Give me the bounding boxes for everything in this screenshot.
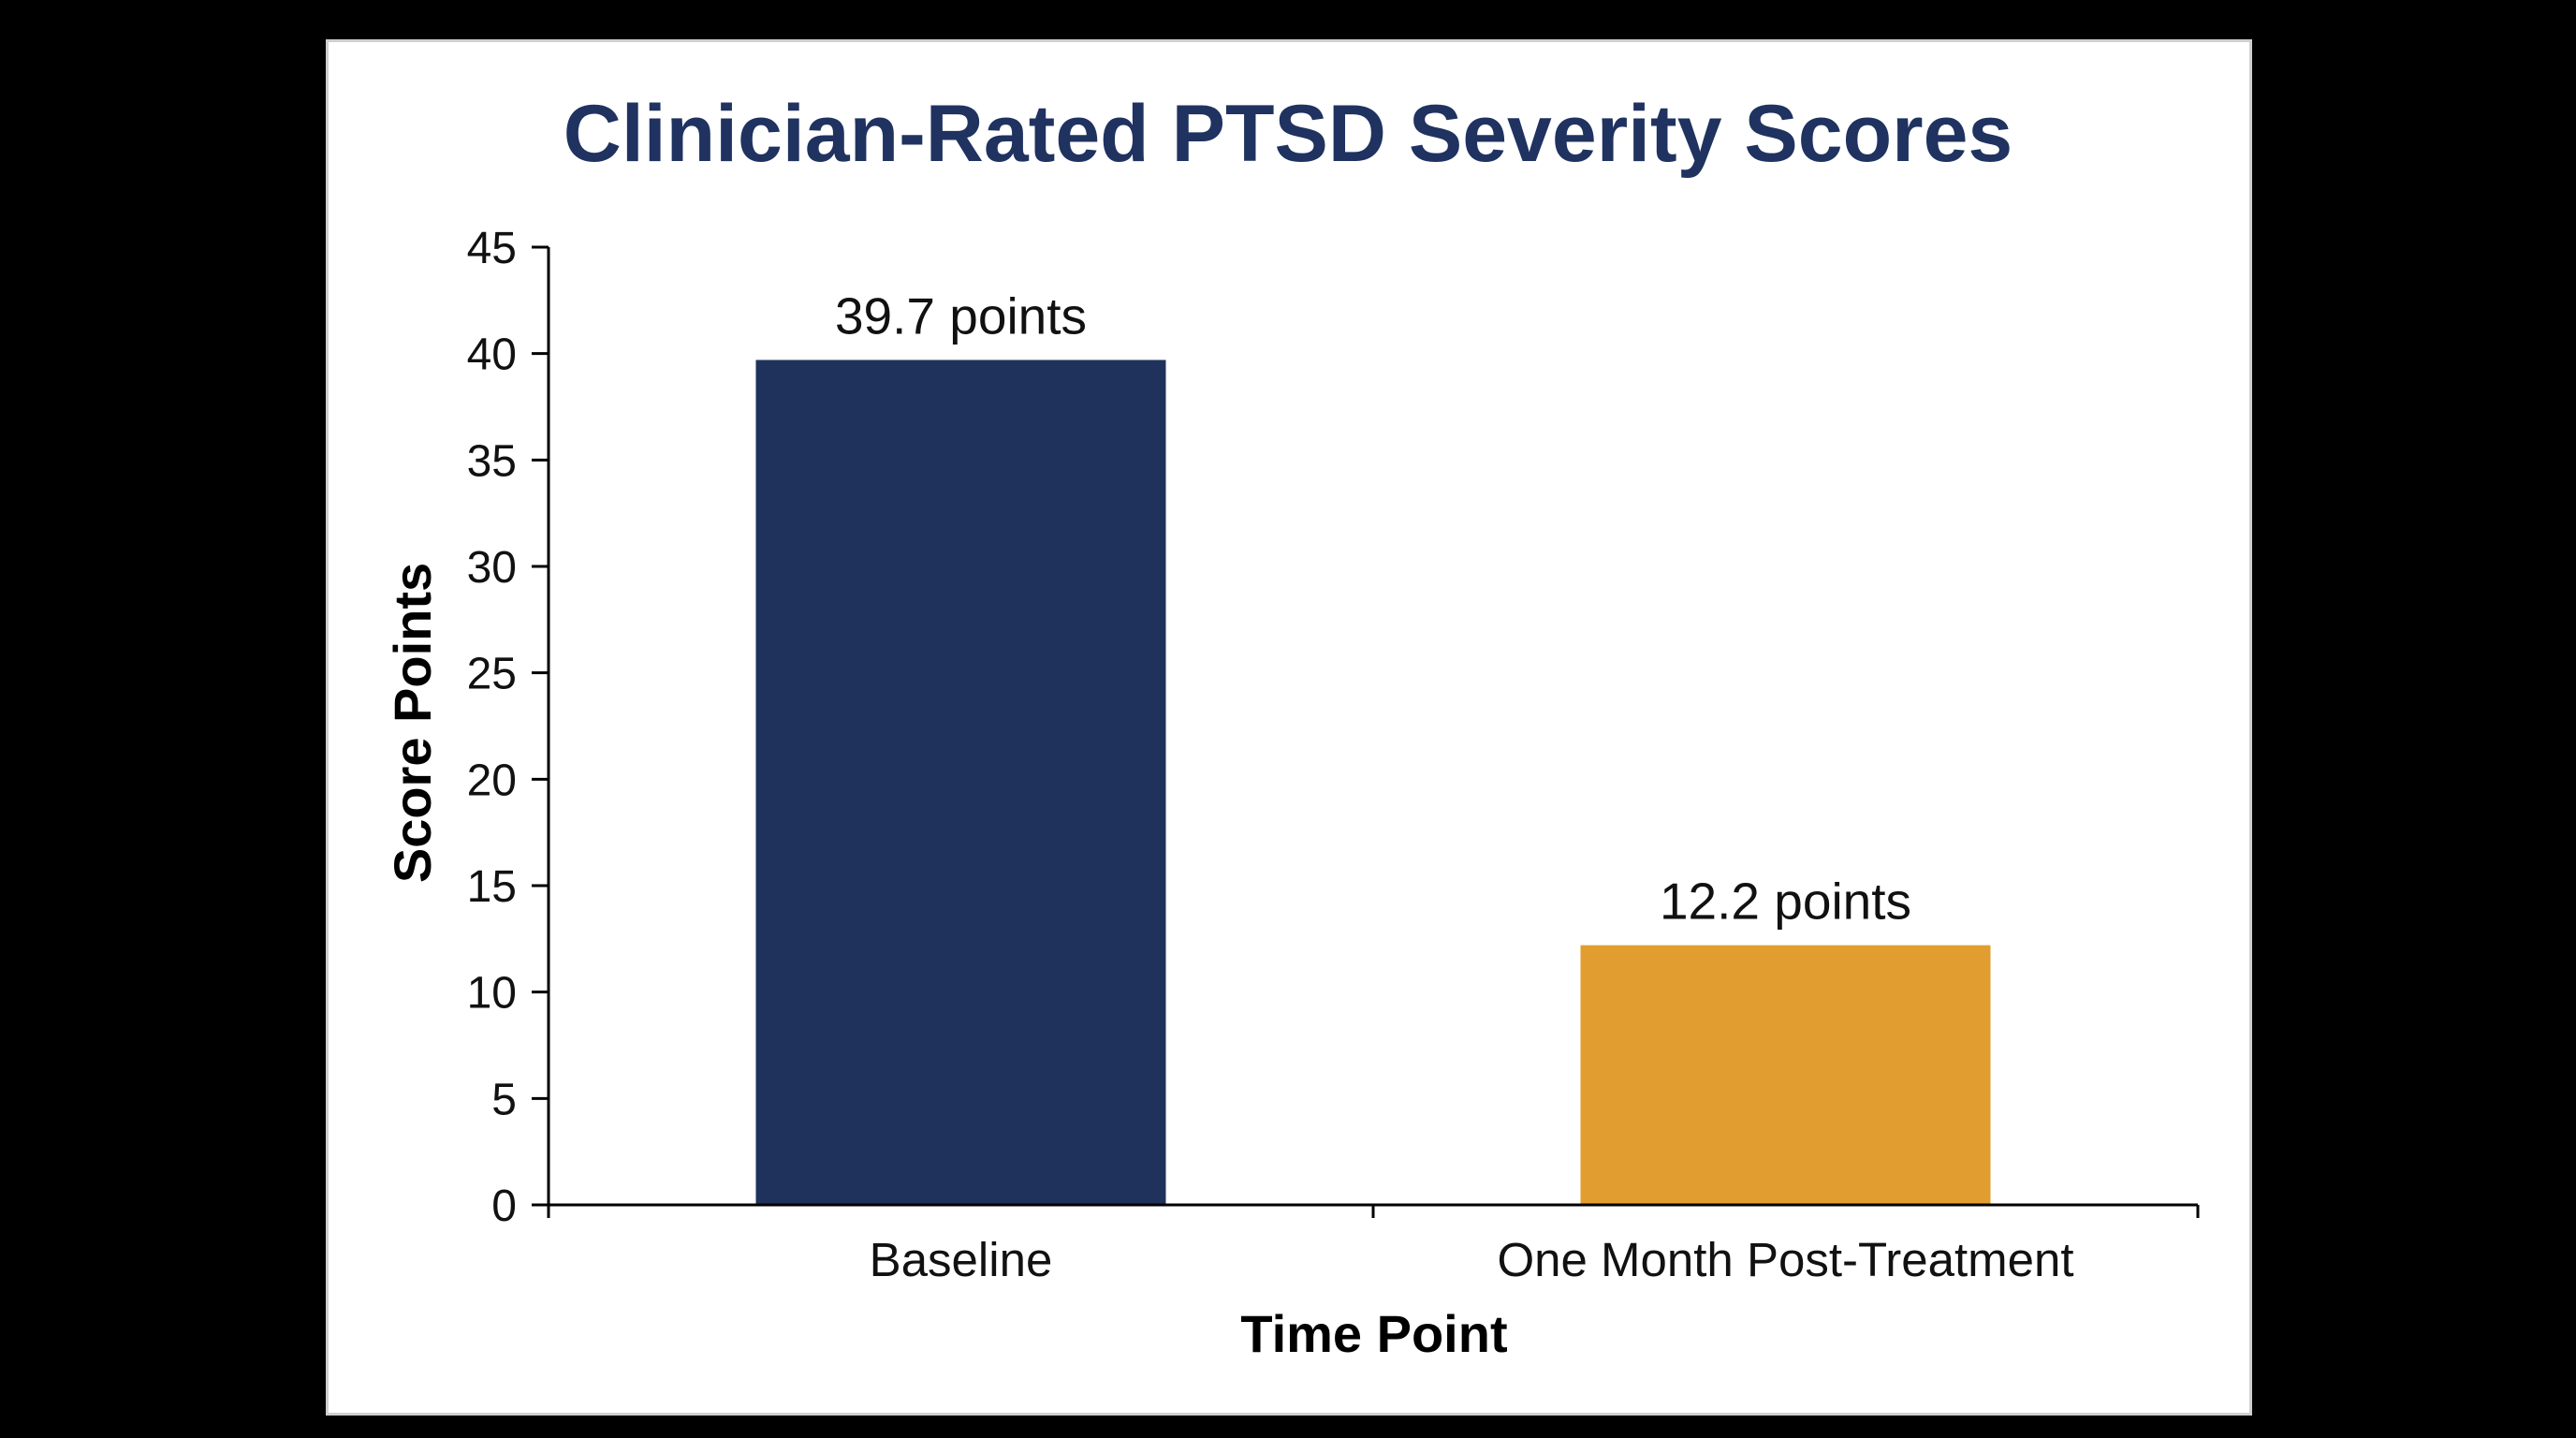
data-label: 39.7 points	[835, 286, 1087, 345]
bar	[1580, 945, 1991, 1205]
bar	[755, 360, 1166, 1205]
x-tick-label: One Month Post-Treatment	[1497, 1233, 2073, 1286]
y-tick-label: 20	[467, 756, 517, 805]
y-tick-label: 40	[467, 330, 517, 380]
plot-area: 39.7 points Baseline 12.2 points One Month …	[467, 224, 2200, 1286]
data-label: 12.2 points	[1660, 873, 1911, 931]
y-tick-label: 35	[467, 436, 517, 486]
y-tick-label: 0	[491, 1181, 517, 1231]
y-tick-label: 10	[467, 969, 517, 1019]
y-tick-label: 45	[467, 224, 517, 273]
chart-title: Clinician-Rated PTSD Severity Scores	[564, 89, 2013, 179]
y-axis-title: Score Points	[383, 563, 442, 883]
y-tick-label: 25	[467, 650, 517, 699]
y-tick-label: 30	[467, 543, 517, 593]
y-tick-label: 5	[491, 1075, 517, 1124]
x-axis-title: Time Point	[1240, 1304, 1507, 1363]
x-tick-label: Baseline	[870, 1233, 1053, 1286]
y-tick-label: 15	[467, 862, 517, 912]
y-axis-title-group: Score Points	[383, 563, 442, 883]
